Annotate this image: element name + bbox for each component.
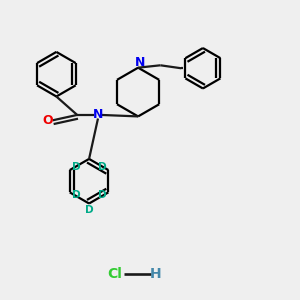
Text: N: N (134, 56, 145, 69)
Text: D: D (98, 190, 106, 200)
Text: N: N (93, 108, 103, 122)
Text: D: D (98, 162, 106, 172)
Text: D: D (72, 190, 81, 200)
Text: D: D (85, 205, 93, 215)
Text: D: D (72, 162, 81, 172)
Text: O: O (42, 114, 53, 127)
Text: Cl: Cl (107, 267, 122, 281)
Text: H: H (150, 267, 162, 281)
